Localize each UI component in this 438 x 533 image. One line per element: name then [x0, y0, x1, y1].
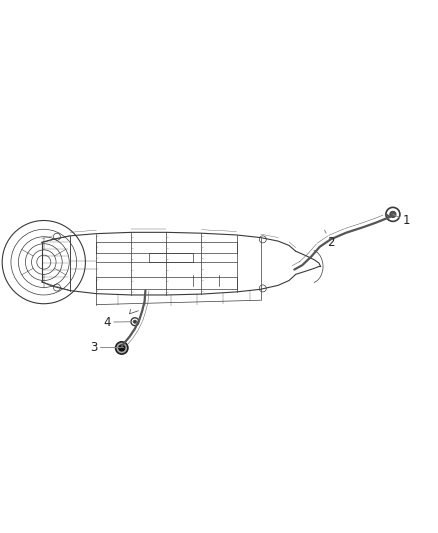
Text: 1: 1	[393, 214, 410, 227]
Text: 4: 4	[103, 316, 132, 329]
Circle shape	[116, 342, 128, 354]
Circle shape	[133, 320, 137, 324]
Circle shape	[119, 345, 125, 351]
Text: 2: 2	[325, 230, 335, 249]
Text: 3: 3	[91, 341, 124, 354]
Circle shape	[390, 211, 396, 217]
